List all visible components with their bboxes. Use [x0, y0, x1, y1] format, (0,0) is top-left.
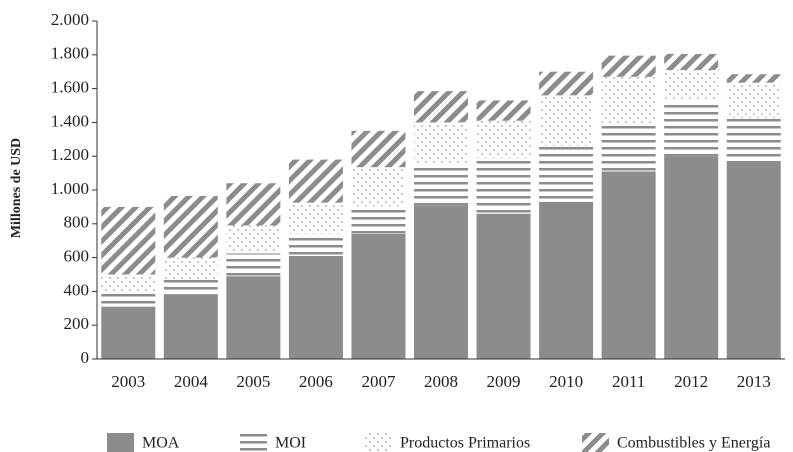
- bar-segment: [726, 162, 781, 359]
- bar-segment: [414, 91, 468, 123]
- bar-segment: [539, 71, 594, 96]
- bar-segment: [101, 291, 156, 307]
- bar-segment: [226, 225, 281, 254]
- x-tick-label: 2011: [612, 372, 645, 391]
- y-tick-label: 600: [64, 247, 90, 266]
- bar-segment: [101, 274, 156, 292]
- bar-segment: [351, 130, 406, 168]
- legend-swatch: [365, 433, 392, 452]
- bar-segment: [288, 255, 343, 359]
- x-tick-label: 2004: [174, 372, 209, 391]
- legend-label: MOI: [275, 435, 306, 452]
- y-tick-label: 1.000: [51, 179, 89, 198]
- legend-label: MOA: [142, 435, 180, 452]
- bar-segment: [101, 306, 156, 359]
- bar-segment: [163, 294, 218, 359]
- x-tick-label: 2010: [549, 372, 583, 391]
- bar-segment: [601, 76, 656, 125]
- y-tick-label: 0: [81, 348, 90, 367]
- bar-segment: [414, 163, 468, 206]
- bar-segment: [414, 205, 468, 359]
- bar-segment: [226, 253, 281, 277]
- bar-segment: [226, 276, 281, 359]
- bar-segment: [726, 82, 781, 119]
- y-tick-label: 200: [64, 314, 90, 333]
- bar-segment: [664, 70, 719, 102]
- y-axis-title: Millones de USD: [9, 138, 24, 238]
- y-tick-label: 2.000: [51, 10, 89, 29]
- bar-segment: [601, 124, 656, 172]
- bar-segment: [476, 100, 531, 121]
- bar-segment: [539, 146, 594, 202]
- bar-segment: [539, 95, 594, 147]
- x-tick-label: 2003: [111, 372, 145, 391]
- bar-segment: [288, 202, 343, 234]
- bar-segment: [476, 213, 531, 359]
- x-tick-label: 2009: [487, 372, 521, 391]
- bar-segment: [288, 233, 343, 256]
- bar-segment: [163, 279, 218, 295]
- bar-segment: [539, 201, 594, 359]
- y-tick-label: 800: [64, 213, 90, 232]
- legend-swatch: [107, 433, 134, 452]
- bar-segment: [726, 118, 781, 163]
- y-tick-label: 400: [64, 280, 90, 299]
- bar-segment: [601, 171, 656, 359]
- x-tick-label: 2013: [737, 372, 771, 391]
- bar-segment: [476, 120, 531, 158]
- x-tick-label: 2012: [674, 372, 708, 391]
- bar-segment: [726, 74, 781, 83]
- y-tick-label: 1.200: [51, 145, 89, 164]
- bar-segment: [101, 206, 156, 275]
- bar-segment: [351, 206, 406, 234]
- legend-label: Combustibles y Energía: [617, 435, 770, 452]
- bar-segment: [414, 122, 468, 164]
- legend-swatch: [240, 433, 267, 452]
- bar-segment: [664, 156, 719, 359]
- x-tick-label: 2005: [236, 372, 270, 391]
- x-tick-label: 2006: [299, 372, 333, 391]
- x-tick-label: 2008: [424, 372, 458, 391]
- y-tick-label: 1.800: [51, 44, 89, 63]
- bar-segment: [664, 101, 719, 157]
- y-tick-label: 1.600: [51, 78, 89, 97]
- bar-segment: [476, 157, 531, 214]
- legend-swatch: [582, 433, 609, 452]
- bar-segment: [664, 53, 719, 71]
- bar-segment: [163, 257, 218, 280]
- legend-label: Productos Primarios: [400, 435, 530, 452]
- x-tick-label: 2007: [361, 372, 396, 391]
- bar-segment: [351, 167, 406, 207]
- bar-segment: [226, 183, 281, 226]
- y-tick-label: 1.400: [51, 111, 89, 130]
- bar-segment: [351, 233, 406, 359]
- bar-segment: [288, 159, 343, 203]
- bar-segment: [163, 195, 218, 258]
- bar-segment: [601, 55, 656, 77]
